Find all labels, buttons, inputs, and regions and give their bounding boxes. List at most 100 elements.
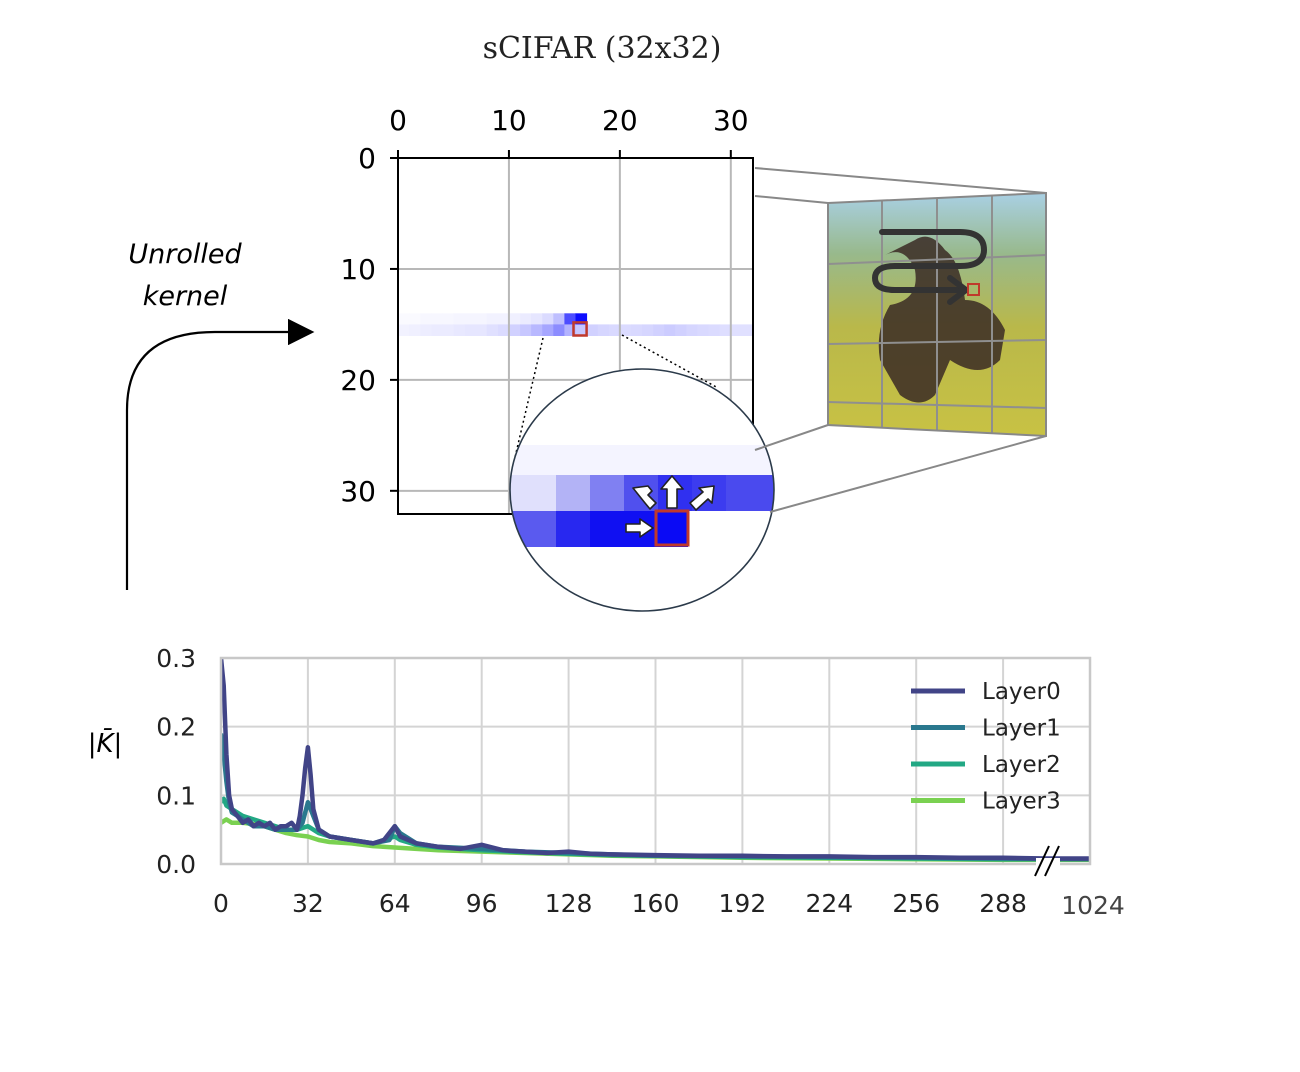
- heatmap-cell: [686, 324, 699, 336]
- heatmap-cell: [741, 324, 754, 336]
- scan-order-arrow: [871, 229, 988, 293]
- zoom-connector-right: [621, 334, 719, 389]
- line-chart-legend: Layer0 Layer1 Layer2 Layer3: [911, 679, 1061, 815]
- line-chart-x-tick: 256: [892, 889, 940, 918]
- annotation-line2: kernel: [143, 281, 228, 312]
- unrolled-arrow: [125, 318, 315, 590]
- heatmap-cell: [520, 324, 532, 336]
- heatmap-x-tick: 30: [713, 104, 749, 137]
- heatmap-cell: [442, 324, 454, 336]
- heatmap-cell: [442, 313, 454, 325]
- heatmap-y-tick: 10: [340, 253, 376, 286]
- line-chart-x-tick: 0: [213, 889, 229, 918]
- heatmap-cell: [475, 313, 488, 325]
- heatmap-cell: [531, 324, 543, 336]
- line-chart-x-tick: 288: [979, 889, 1027, 918]
- heatmap-cell: [553, 324, 565, 336]
- heatmap-x-tick: 10: [491, 104, 527, 137]
- heatmap-cell: [431, 324, 443, 336]
- line-chart-x-tick: 1024: [1061, 891, 1125, 920]
- heatmap-cell: [597, 324, 610, 336]
- line-chart-x-tick: 64: [379, 889, 411, 918]
- line-chart-y-tick: 0.2: [156, 713, 196, 742]
- heatmap-cell: [564, 324, 576, 336]
- heatmap-cell: [619, 324, 632, 336]
- heatmap-cell: [630, 324, 643, 336]
- line-chart-x-tick: 224: [805, 889, 853, 918]
- heatmap-cell: [398, 324, 410, 336]
- line-chart-x-tick: 96: [466, 889, 498, 918]
- line-chart-x-tick: 192: [719, 889, 767, 918]
- heatmap-cell: [486, 324, 499, 336]
- heatmap-cell: [508, 324, 521, 336]
- heatmap-cell: [697, 324, 710, 336]
- heatmap-cell: [586, 324, 599, 336]
- heatmap-cell: [708, 324, 721, 336]
- heatmap-cell: [420, 313, 432, 325]
- image-panel: [754, 167, 1047, 513]
- legend-label: Layer3: [982, 789, 1061, 815]
- heatmap-cell: [675, 324, 687, 336]
- heatmap-cell: [497, 313, 510, 325]
- line-chart-x-tick: 160: [632, 889, 680, 918]
- legend-label: Layer2: [982, 752, 1061, 778]
- heatmap-y-tick: 0: [358, 142, 376, 175]
- heatmap-cell: [608, 324, 621, 336]
- line-chart-frame: [219, 656, 1092, 866]
- heatmap-cell: [464, 324, 477, 336]
- heatmap-cell: [520, 313, 532, 325]
- line-chart-x-tick: 128: [545, 889, 593, 918]
- line-chart-y-tick: 0.3: [156, 644, 196, 673]
- line-chart-y-tick: 0.1: [156, 781, 196, 810]
- image-grid: [827, 195, 1047, 433]
- line-chart-y-tick: 0.0: [156, 850, 196, 879]
- legend-label: Layer0: [982, 679, 1061, 705]
- line-chart-series: [221, 657, 1090, 863]
- arrow-up-left-icon: [632, 485, 657, 510]
- heatmap-cell: [730, 324, 743, 336]
- heatmap-cell: [664, 324, 676, 336]
- series-line-layer0: [221, 657, 1090, 861]
- heatmap-cell: [575, 313, 588, 325]
- heatmap-cell: [553, 313, 565, 325]
- heatmap-cell: [409, 313, 421, 325]
- horse-rider-silhouette: [878, 236, 1005, 403]
- heatmap-cell: [486, 313, 499, 325]
- heatmap-cell: [431, 313, 443, 325]
- heatmap-cell: [642, 324, 654, 336]
- line-chart-x-tick: 32: [292, 889, 324, 918]
- line-chart-y-label: |K̄|: [88, 727, 123, 759]
- heatmap-y-tick: 30: [340, 475, 376, 508]
- heatmap-cell: [542, 324, 554, 336]
- arrow-left-icon: [625, 518, 654, 538]
- heatmap-cell: [475, 324, 488, 336]
- heatmap-highlight-cell: [572, 321, 588, 337]
- heatmap-cell: [542, 313, 554, 325]
- scan-arrow-head-icon: [947, 275, 969, 305]
- heatmap-cell: [508, 313, 521, 325]
- heatmap-cells: [398, 313, 754, 336]
- heatmap-cell: [453, 324, 466, 336]
- line-chart-y-ticks: 0.0 0.1 0.2 0.3: [156, 644, 196, 879]
- heatmap-cell: [464, 313, 477, 325]
- line-chart: 0 32 64 96 128 160 192 224 256 288 1024 0.00.10.20…: [88, 644, 1125, 920]
- heatmap-cell: [420, 324, 432, 336]
- heatmap-cell: [409, 324, 421, 336]
- heatmap-x-tick: 0: [389, 104, 407, 137]
- arrow-up-right-icon: [689, 485, 715, 511]
- heatmap-cell: [719, 324, 732, 336]
- zoom-magnifier: [509, 368, 775, 612]
- heatmap-cell: [575, 324, 588, 336]
- heatmap-cell: [497, 324, 510, 336]
- heatmap-cell: [398, 313, 410, 325]
- heatmap-cell: [453, 313, 466, 325]
- heatmap-y-tick: 20: [340, 364, 376, 397]
- heatmap-x-tick: 20: [602, 104, 638, 137]
- annotation-line1: Unrolled: [128, 239, 242, 270]
- heatmap-cell: [531, 313, 543, 325]
- image-pixel-highlight: [967, 283, 980, 296]
- heatmap-cell: [564, 313, 576, 325]
- arrow-up-icon: [660, 475, 684, 509]
- line-chart-x-ticks: 0 32 64 96 128 160 192 224 256 288 1024: [213, 889, 1125, 920]
